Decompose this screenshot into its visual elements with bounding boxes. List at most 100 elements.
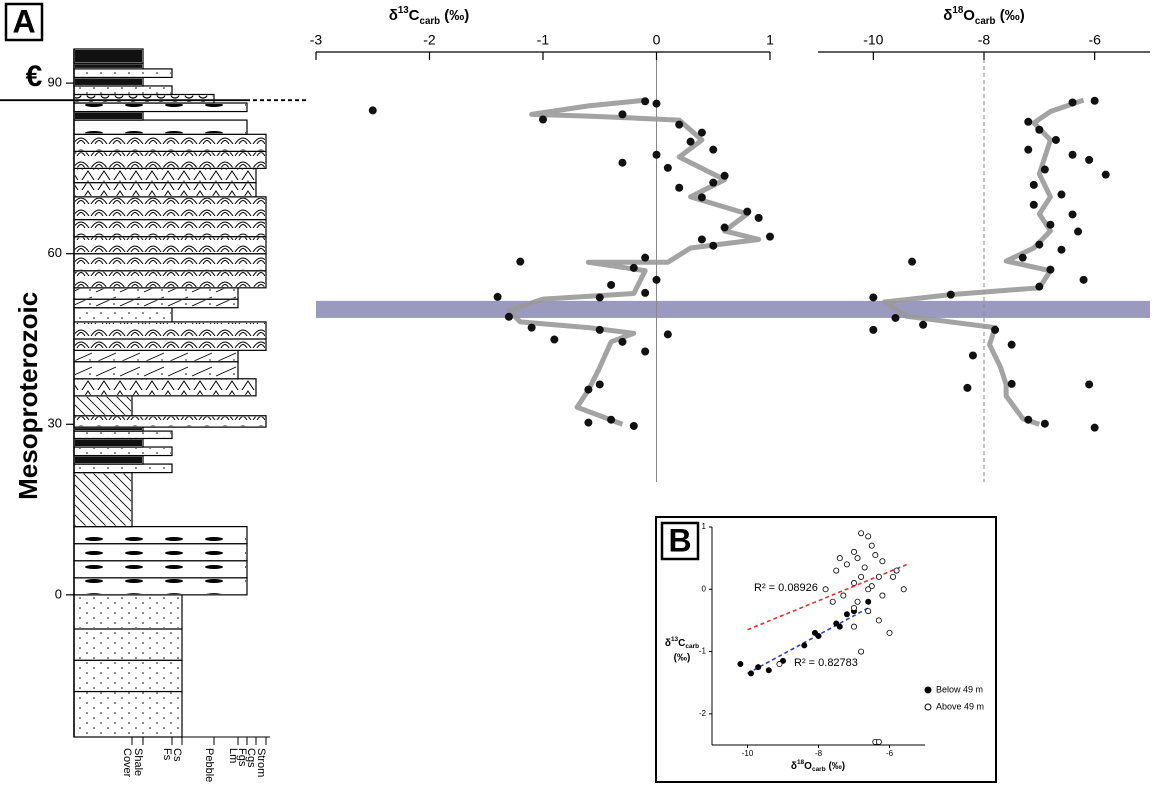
panel-label: B	[668, 522, 691, 558]
lithology-fill	[75, 308, 171, 321]
lithology-fill	[75, 473, 131, 526]
data-point	[709, 145, 718, 154]
data-point	[1007, 379, 1016, 388]
lithology-fill	[75, 220, 265, 236]
data-point	[815, 633, 822, 640]
data-point	[737, 661, 744, 668]
data-point	[618, 158, 627, 167]
lithology-fill	[75, 432, 171, 438]
data-point	[865, 608, 872, 615]
axis-title-part: 13	[398, 5, 409, 16]
data-point	[840, 592, 847, 599]
data-point	[875, 573, 882, 580]
data-point	[843, 561, 850, 568]
x-tick-label: Shale	[132, 748, 144, 776]
legend-label: Above 49 m	[936, 701, 984, 711]
era-label: €	[26, 60, 43, 93]
data-point	[584, 385, 593, 394]
data-point	[629, 421, 638, 430]
x-axis-label-part: δ	[791, 761, 797, 772]
data-point	[1035, 240, 1044, 249]
data-point	[720, 223, 729, 232]
data-point	[663, 330, 672, 339]
data-point	[765, 667, 772, 674]
data-point	[900, 586, 907, 593]
data-point	[861, 564, 868, 571]
x-axis-label-part: O	[804, 761, 812, 772]
data-point	[1024, 145, 1033, 154]
data-point	[829, 598, 836, 605]
data-point	[851, 604, 858, 611]
panel-box	[660, 521, 700, 561]
data-point	[963, 383, 972, 392]
data-point	[595, 380, 604, 389]
data-point	[618, 110, 627, 119]
data-point	[865, 586, 872, 593]
lithology-fill	[75, 448, 171, 455]
data-point	[991, 325, 1000, 334]
data-point	[1024, 117, 1033, 126]
y-tick-label: 0	[55, 586, 62, 601]
x-tick-label: 1	[766, 32, 774, 48]
data-point	[641, 288, 650, 297]
data-point	[854, 555, 861, 562]
legend-marker	[924, 703, 932, 711]
lithology-fill	[75, 50, 142, 63]
lithology-fill	[75, 595, 181, 628]
lithology-fill	[75, 322, 265, 338]
data-point	[516, 257, 525, 266]
lithology-fill	[75, 112, 142, 120]
data-point	[539, 115, 547, 124]
lithology-fill	[75, 152, 265, 168]
x-tick-label: -6	[1088, 32, 1101, 48]
data-point	[697, 193, 706, 202]
data-point	[776, 661, 783, 668]
data-point	[851, 623, 858, 630]
data-point	[1051, 135, 1060, 144]
data-point	[754, 213, 763, 222]
lithology-fill	[75, 271, 265, 287]
data-point	[1101, 170, 1110, 179]
lithology-fill	[75, 629, 181, 660]
data-point	[858, 530, 865, 537]
data-point	[869, 293, 878, 302]
x-axis-label-part: (‰)	[826, 761, 845, 772]
x-tick-label: 0	[653, 32, 661, 48]
data-point	[836, 555, 843, 562]
y-axis-label-part: C	[678, 638, 685, 649]
lithology-fill	[75, 64, 142, 68]
data-point	[748, 670, 755, 677]
data-point	[550, 335, 559, 344]
smoothed-curve	[881, 97, 1085, 427]
lithology-fill	[75, 69, 171, 77]
lithology-fill	[75, 237, 265, 253]
x-tick-label: Cover	[121, 748, 133, 778]
axis-title-part: δ	[389, 7, 398, 24]
y-tick-label: 1	[702, 522, 707, 531]
data-point	[851, 548, 858, 555]
data-point	[607, 415, 616, 424]
data-point	[865, 598, 872, 605]
data-point	[743, 207, 752, 216]
axis-title: δ13Ccarb (‰)	[389, 5, 470, 27]
data-point	[879, 558, 886, 565]
x-tick-label: -8	[815, 749, 823, 758]
lithology-fill	[75, 561, 246, 577]
data-point	[1085, 380, 1094, 389]
data-point	[1057, 245, 1066, 254]
lithology-fill	[75, 527, 246, 543]
data-point	[697, 235, 706, 244]
data-point	[886, 629, 893, 636]
x-tick-label: Strom	[255, 748, 267, 777]
data-point	[675, 183, 684, 192]
panel-box	[4, 2, 44, 42]
data-point	[843, 611, 850, 618]
y-tick-label: 30	[48, 416, 62, 431]
lithology-fill	[75, 95, 213, 103]
data-point	[368, 106, 377, 115]
data-point	[1040, 165, 1049, 174]
data-point	[584, 418, 593, 427]
data-point	[946, 290, 955, 299]
x-tick-label: -1	[537, 32, 550, 48]
